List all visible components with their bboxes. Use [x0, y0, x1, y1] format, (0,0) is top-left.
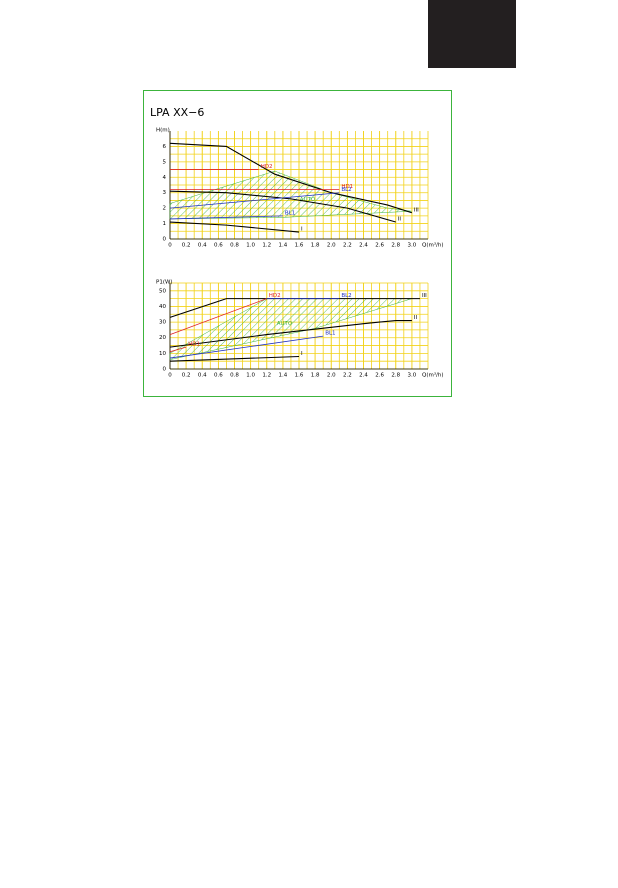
- x-tick-label: 2.4: [359, 373, 368, 379]
- curve: [169, 346, 187, 353]
- y-tick-label: 5: [163, 159, 167, 165]
- curve-label: BL2: [341, 187, 351, 193]
- x-tick-label: 1.2: [262, 373, 271, 379]
- y-tick-label: 50: [159, 288, 166, 294]
- curve: [169, 192, 340, 209]
- curve: [169, 319, 412, 348]
- curve-label: II: [398, 217, 402, 223]
- curve-label: III: [414, 207, 419, 213]
- curve-label: HD1: [341, 184, 353, 190]
- curve: [169, 335, 324, 359]
- curve-label: BL1: [325, 331, 335, 337]
- x-tick-label: 1.0: [246, 373, 255, 379]
- x-tick-label: 0: [168, 373, 172, 379]
- y-tick-label: 4: [163, 175, 167, 181]
- y-tick-label: 30: [159, 320, 166, 326]
- x-tick-label: 2.6: [375, 243, 384, 249]
- curve: [169, 298, 267, 335]
- figure-frame: [143, 90, 452, 397]
- x-tick-label: 1.2: [262, 243, 271, 249]
- y-tick-label: 0: [163, 237, 167, 243]
- curve: [169, 142, 413, 214]
- x-tick-label: 2.6: [375, 373, 384, 379]
- curve: [169, 221, 300, 233]
- y-axis-label: H(m): [156, 128, 170, 134]
- x-tick-label: 0: [168, 243, 172, 249]
- x-tick-label: 2.8: [391, 243, 400, 249]
- curve-label: HD2: [269, 293, 281, 299]
- x-tick-label: 2.2: [343, 243, 352, 249]
- x-tick-label: 1.0: [246, 243, 255, 249]
- curve: [169, 298, 420, 318]
- y-tick-label: 3: [163, 190, 167, 196]
- x-tick-label: 2.8: [391, 373, 400, 379]
- y-tick-label: 10: [159, 351, 166, 357]
- x-tick-label: 1.4: [279, 243, 288, 249]
- x-tick-label: 3.0: [408, 373, 417, 379]
- x-tick-label: 2.0: [327, 373, 336, 379]
- y-tick-label: 6: [163, 144, 167, 150]
- y-tick-label: 40: [159, 304, 166, 310]
- x-tick-label: 1.6: [295, 243, 304, 249]
- curve-label: I: [301, 351, 303, 357]
- y-tick-label: 0: [163, 367, 167, 373]
- x-tick-label: 2.4: [359, 243, 368, 249]
- y-axis-label: P1(W): [156, 280, 173, 286]
- auto-region: [169, 298, 412, 360]
- x-tick-label: 0.2: [182, 243, 191, 249]
- x-tick-label: 0.8: [230, 373, 239, 379]
- x-tick-label: 1.6: [295, 373, 304, 379]
- curve: [169, 190, 396, 223]
- x-tick-label: 0.6: [214, 243, 223, 249]
- x-tick-label: 2.2: [343, 373, 352, 379]
- curve-label: HD2: [261, 164, 273, 170]
- x-axis-label: Q(m³/h): [422, 242, 444, 249]
- curve-label: I: [301, 227, 303, 233]
- curve: [169, 215, 283, 220]
- x-tick-label: 2.0: [327, 243, 336, 249]
- curve-label: HD1: [188, 342, 200, 348]
- x-tick-label: 1.8: [311, 243, 320, 249]
- figure-title: LPA XX−6: [150, 106, 204, 119]
- y-tick-label: 1: [163, 221, 167, 227]
- region-label: AUTO: [277, 321, 293, 327]
- x-tick-label: 3.0: [408, 243, 417, 249]
- curve-label: BL1: [285, 210, 295, 216]
- x-tick-label: 0.2: [182, 373, 191, 379]
- curve-label: II: [414, 315, 418, 321]
- x-tick-label: 0.4: [198, 243, 207, 249]
- x-tick-label: 1.4: [279, 373, 288, 379]
- region-label: AUTO: [300, 197, 316, 203]
- x-tick-label: 1.8: [311, 373, 320, 379]
- curve-label: III: [422, 293, 427, 299]
- x-tick-label: 0.4: [198, 373, 207, 379]
- x-tick-label: 0.8: [230, 243, 239, 249]
- x-tick-label: 0.6: [214, 373, 223, 379]
- y-tick-label: 20: [159, 335, 166, 341]
- x-axis-label: Q(m³/h): [422, 372, 444, 379]
- curve: [169, 355, 300, 362]
- tab-block: [428, 0, 516, 68]
- y-tick-label: 2: [163, 206, 167, 212]
- curve-label: BL2: [341, 293, 351, 299]
